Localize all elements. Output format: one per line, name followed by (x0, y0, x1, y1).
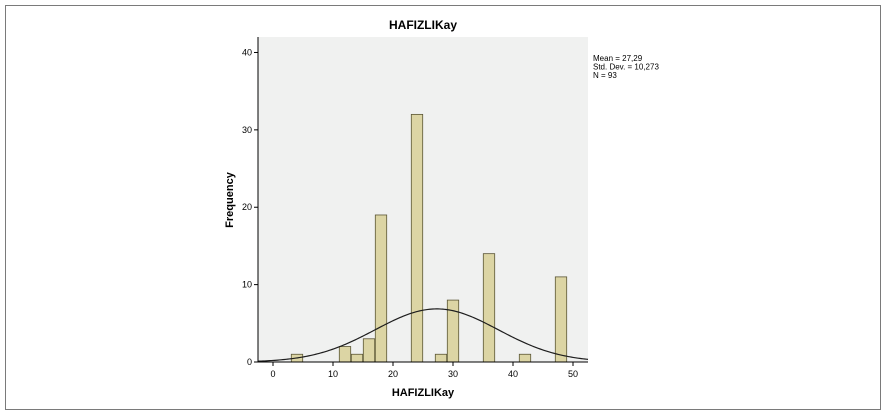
x-tick-label-30: 30 (448, 369, 458, 379)
histogram-bar-9 (518, 353, 532, 363)
x-tick-label-0: 0 (270, 369, 275, 379)
stats-line-1: Std. Dev. = 10,273 (593, 63, 659, 72)
x-tick-label-20: 20 (388, 369, 398, 379)
histogram-bar-1 (338, 346, 352, 363)
y-tick-label-30: 30 (242, 125, 252, 135)
histogram-bar-4 (374, 214, 388, 363)
normal-curve (257, 308, 589, 362)
y-tick-label-0: 0 (247, 357, 252, 367)
histogram-bar-10 (554, 276, 568, 363)
y-axis-label: Frequency (224, 171, 236, 228)
y-tick-label-10: 10 (242, 280, 252, 290)
stats-line-2: N = 93 (593, 71, 617, 80)
chart-title: HAFIZLIKay (389, 18, 457, 32)
histogram-bar-2 (350, 353, 364, 363)
histogram-bar-6 (434, 353, 448, 363)
x-tick-label-10: 10 (328, 369, 338, 379)
histogram-bar-8 (482, 253, 496, 363)
x-tick-label-40: 40 (508, 369, 518, 379)
stats-line-0: Mean = 27,29 (593, 54, 643, 63)
x-tick-label-50: 50 (568, 369, 578, 379)
y-tick-label-40: 40 (242, 47, 252, 57)
histogram-bar-5 (410, 113, 424, 363)
y-tick-label-20: 20 (242, 202, 252, 212)
histogram-bar-3 (362, 338, 376, 363)
x-axis-label: HAFIZLIKay (392, 387, 455, 399)
